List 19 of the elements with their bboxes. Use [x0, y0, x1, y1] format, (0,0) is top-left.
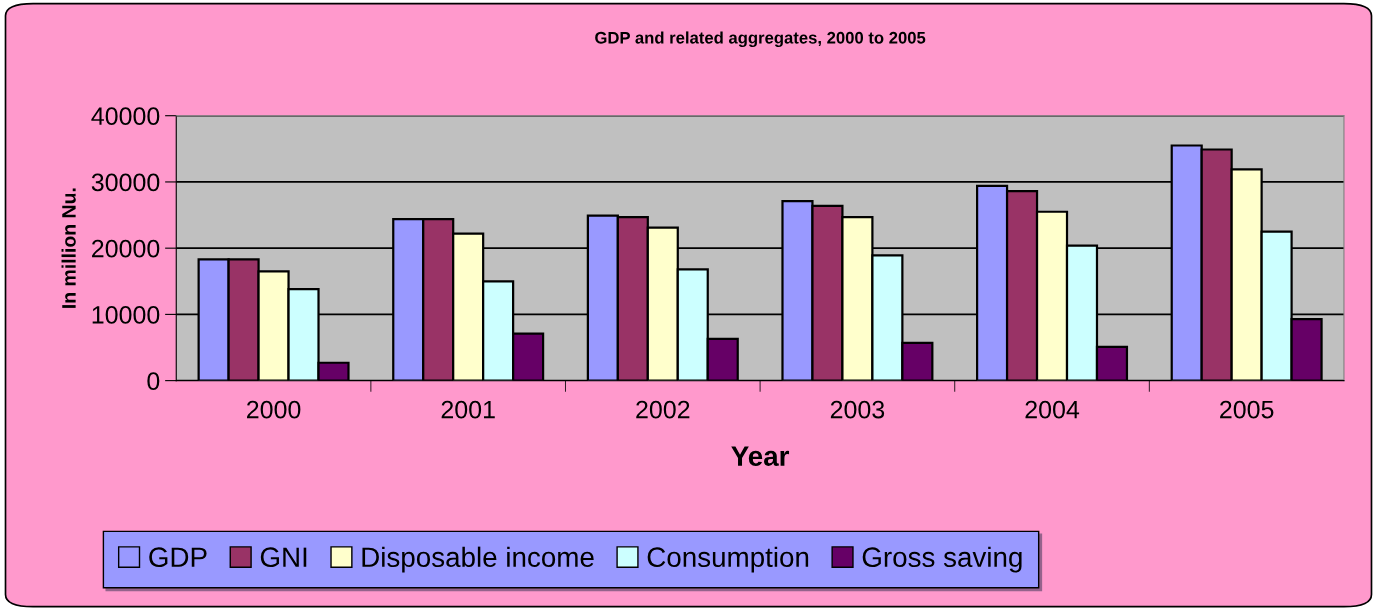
chart-title: GDP and related aggregates, 2000 to 2005 [595, 31, 926, 48]
x-axis-title: Year [731, 446, 790, 466]
legend-label: Disposable income [362, 546, 594, 573]
x-tick-label: 2004 [1025, 400, 1080, 419]
x-tick-label: 2005 [1220, 400, 1274, 419]
y-axis-title: In million Nu. [61, 188, 76, 308]
x-tick-label: 2001 [441, 400, 495, 419]
legend-label: Consumption [647, 546, 809, 573]
legend-label: GNI [260, 547, 307, 568]
y-tick-label: 20000 [92, 239, 160, 258]
x-tick-label: 2000 [247, 400, 301, 419]
legend-label: Gross saving [862, 546, 1022, 573]
y-tick-label: 0 [147, 372, 160, 390]
y-tick-label: 30000 [91, 173, 160, 192]
legend-label: GDP [149, 547, 207, 568]
y-tick-label: 40000 [91, 107, 160, 126]
x-tick-label: 2002 [636, 400, 690, 419]
x-tick-label: 2003 [830, 400, 885, 419]
y-tick-label: 10000 [92, 306, 160, 324]
